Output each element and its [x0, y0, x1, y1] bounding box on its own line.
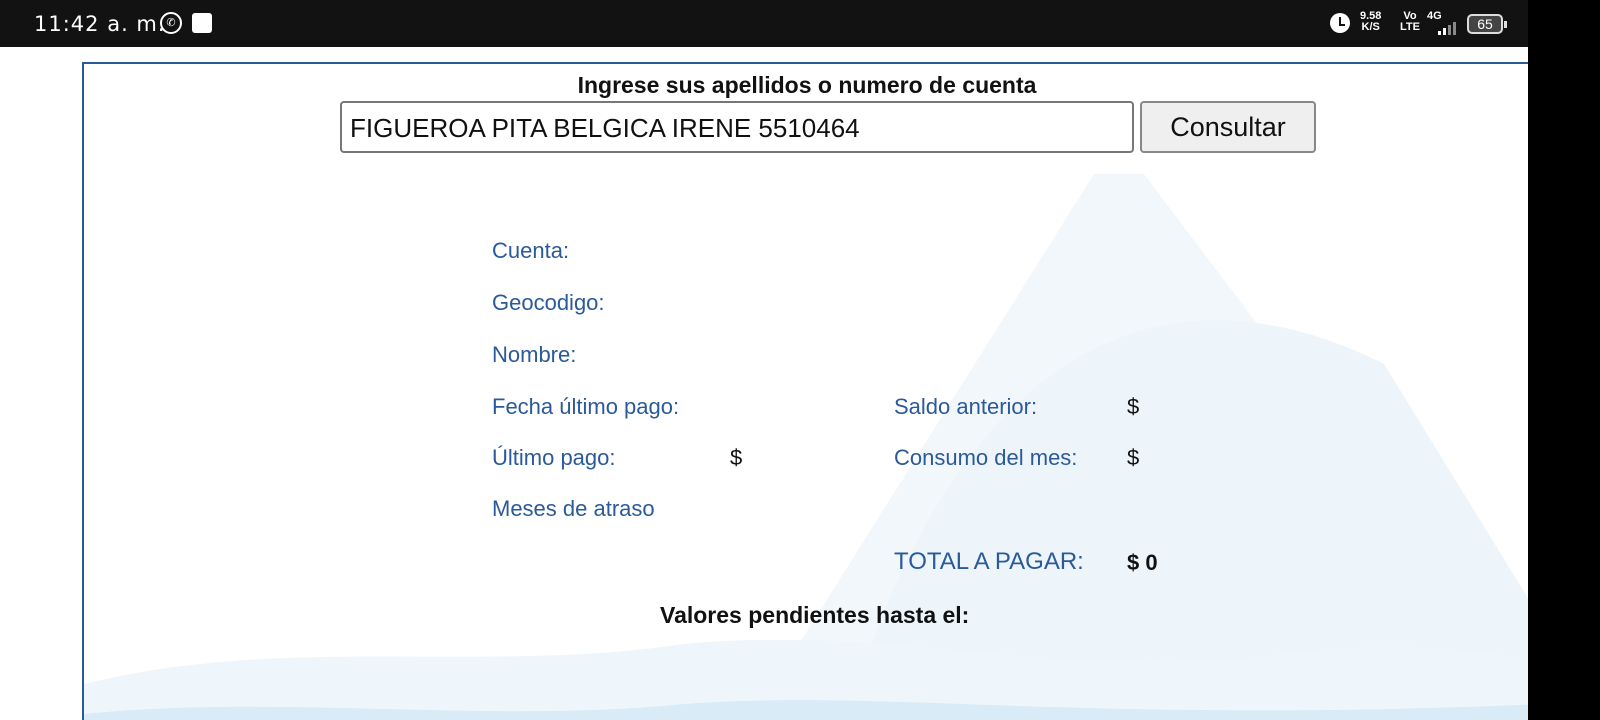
network-type: 4G [1427, 10, 1442, 22]
battery-icon: 65 [1467, 14, 1507, 34]
cuenta-label: Cuenta: [492, 238, 570, 263]
net-speed-unit: K/S [1361, 21, 1380, 33]
status-bar: 11:42 a. m. ✆ 9.58 K/S Vo LTE 4G 65 [0, 0, 1528, 47]
whatsapp-icon: ✆ [160, 12, 182, 34]
net-speed-value: 9.58 [1360, 10, 1382, 22]
navigation-strip [1528, 0, 1600, 720]
ultimo-pago-label: Último pago: [492, 445, 616, 470]
signal-icon [1438, 22, 1456, 35]
volte-indicator: Vo LTE [1400, 11, 1420, 33]
web-page: Ingrese sus apellidos o numero de cuenta… [0, 47, 1528, 720]
content-frame: Ingrese sus apellidos o numero de cuenta… [82, 62, 1528, 720]
total-label: TOTAL A PAGAR: [894, 548, 1084, 575]
volte-top: Vo [1403, 10, 1417, 22]
notification-square-icon [192, 13, 212, 33]
clock: 11:42 a. m. [34, 12, 166, 36]
meses-atraso-label: Meses de atraso [492, 496, 655, 521]
saldo-anterior-label: Saldo anterior: [894, 394, 1038, 419]
alarm-icon [1330, 13, 1350, 33]
search-input[interactable]: FIGUEROA PITA BELGICA IRENE 5510464 [340, 101, 1134, 153]
search-prompt: Ingrese sus apellidos o numero de cuenta [577, 72, 1037, 98]
nombre-label: Nombre: [492, 342, 577, 367]
fecha-ultimo-pago-label: Fecha último pago: [492, 394, 680, 419]
consumo-mes-label: Consumo del mes: [894, 445, 1078, 470]
consumo-mes-value: $ [1127, 445, 1140, 470]
ultimo-pago-value: $ [730, 445, 743, 470]
valores-pendientes-heading: Valores pendientes hasta el: [660, 602, 970, 628]
total-value: $ 0 [1127, 550, 1158, 575]
consultar-button[interactable]: Consultar [1140, 101, 1316, 153]
saldo-anterior-value: $ [1127, 394, 1140, 419]
net-speed: 9.58 K/S [1360, 11, 1381, 33]
watermark-logo [84, 174, 1528, 720]
volte-bottom: LTE [1400, 21, 1420, 33]
geocodigo-label: Geocodigo: [492, 290, 605, 315]
